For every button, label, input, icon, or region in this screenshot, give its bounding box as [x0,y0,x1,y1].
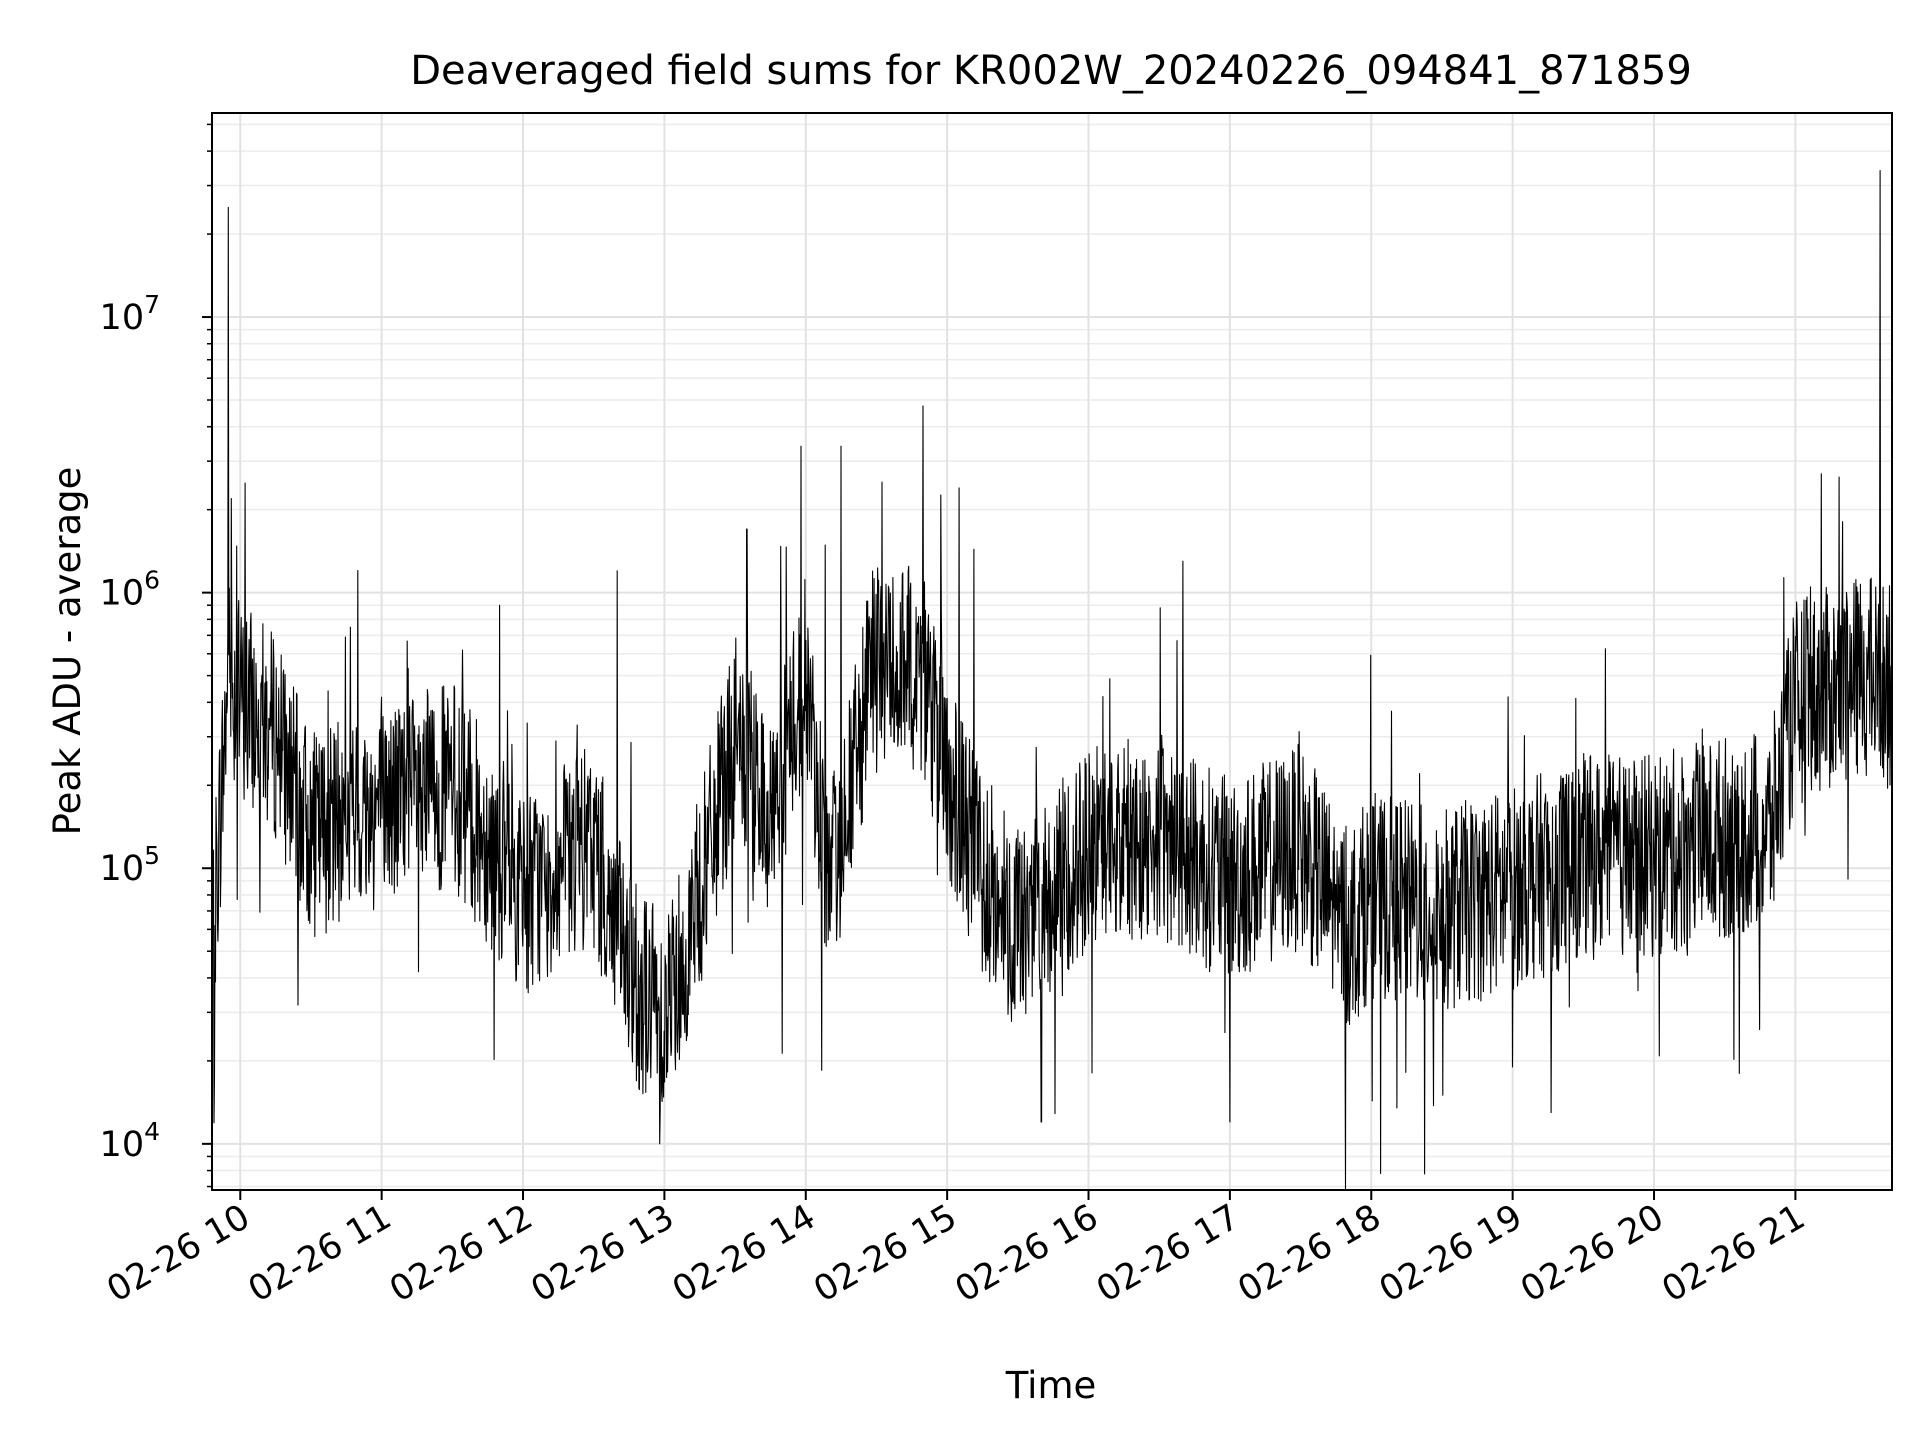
y-axis: 104 105 106 107 [100,123,212,1188]
series-line [211,170,1893,1191]
grid [212,113,1892,1190]
chart-title: Deaveraged field sums for KR002W_2024022… [410,48,1692,94]
plot-frame [211,112,1893,1191]
plot-area [211,170,1893,1191]
y-tick-label: 105 [100,841,160,889]
x-axis-label: Time [1005,1364,1097,1407]
y-axis-label: Peak ADU - average [46,467,89,836]
y-tick-label: 104 [100,1117,160,1165]
y-tick-label: 106 [100,566,160,614]
y-tick-label: 107 [100,290,160,338]
